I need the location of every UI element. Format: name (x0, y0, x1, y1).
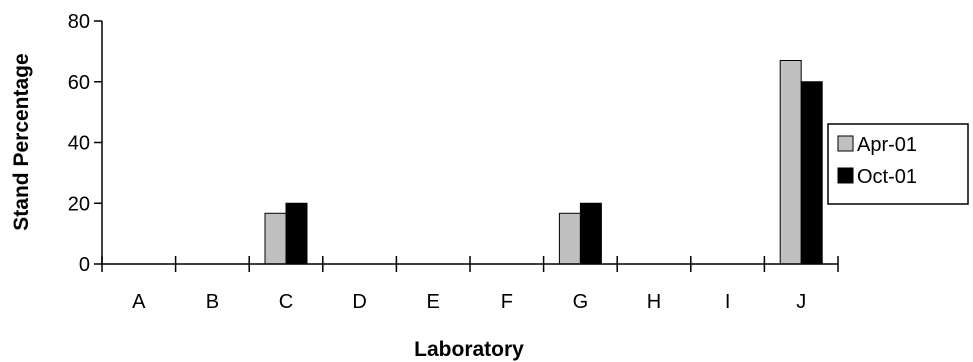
x-tick-label-j: J (796, 291, 806, 313)
x-tick-label-b: B (206, 291, 219, 313)
x-tick-label-a: A (132, 291, 146, 313)
legend-swatch-oct-01 (837, 167, 854, 184)
x-tick-label-c: C (279, 291, 293, 313)
legend-label-apr-01: Apr-01 (857, 134, 917, 156)
y-tick-label-0: 0 (79, 254, 90, 276)
x-tick-label-f: F (501, 291, 513, 313)
x-tick-label-h: H (647, 291, 661, 313)
legend-swatch-apr-01 (837, 135, 854, 152)
y-axis-title: Stand Percentage (10, 53, 33, 230)
bar-g-apr-01 (558, 212, 581, 265)
y-tick-label-60: 60 (68, 72, 90, 94)
x-tick-label-g: G (573, 291, 589, 313)
bar-j-apr-01 (779, 59, 802, 265)
x-axis-title: Laboratory (414, 338, 524, 361)
legend: Apr-01 Oct-01 (827, 123, 969, 205)
bar-g-oct-01 (579, 202, 602, 265)
x-axis: A B C D E F G H I J (101, 256, 839, 313)
x-tick-label-e: E (427, 291, 440, 313)
bar-c-apr-01 (264, 212, 287, 265)
y-tick-label-40: 40 (68, 133, 90, 155)
y-tick-label-80: 80 (68, 11, 90, 33)
bar-c-oct-01 (285, 202, 308, 265)
plot-area (264, 59, 823, 265)
y-tick-label-20: 20 (68, 193, 90, 215)
bar-j-oct-01 (800, 81, 823, 265)
x-tick-label-d: D (352, 291, 366, 313)
legend-label-oct-01: Oct-01 (857, 166, 917, 188)
y-axis: 0 20 40 60 80 (68, 11, 103, 276)
x-tick-label-i: I (725, 291, 731, 313)
